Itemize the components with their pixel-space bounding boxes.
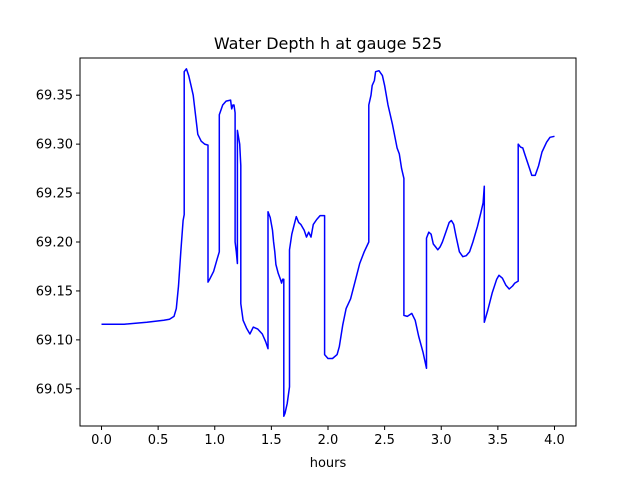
series-line-0 <box>101 68 555 417</box>
chart-title: Water Depth h at gauge 525 <box>214 34 442 53</box>
y-tick-label: 69.25 <box>36 187 73 202</box>
y-tick-label: 69.30 <box>36 138 73 153</box>
x-tick-label: 4.0 <box>544 433 565 448</box>
y-tick-label: 69.05 <box>36 382 73 397</box>
x-axis-label: hours <box>310 456 347 471</box>
x-tick-label: 2.5 <box>374 433 395 448</box>
y-tick-label: 69.35 <box>36 89 73 104</box>
x-tick-label: 0.5 <box>148 433 169 448</box>
x-tick-label: 3.0 <box>431 433 452 448</box>
x-tick-label: 2.0 <box>318 433 339 448</box>
x-tick-label: 3.5 <box>488 433 509 448</box>
y-axis: 69.05 69.10 69.15 69.20 69.25 69.30 69.35 <box>36 89 80 397</box>
x-tick-label: 1.0 <box>204 433 225 448</box>
plot-area <box>101 68 555 417</box>
y-tick-label: 69.15 <box>36 284 73 299</box>
y-tick-label: 69.20 <box>36 236 73 251</box>
y-tick-label: 69.10 <box>36 333 73 348</box>
x-tick-label: 0.0 <box>91 433 112 448</box>
x-axis: 0.0 0.5 1.0 1.5 2.0 2.5 3.0 3.5 4.0 <box>91 426 565 448</box>
x-tick-label: 1.5 <box>261 433 282 448</box>
